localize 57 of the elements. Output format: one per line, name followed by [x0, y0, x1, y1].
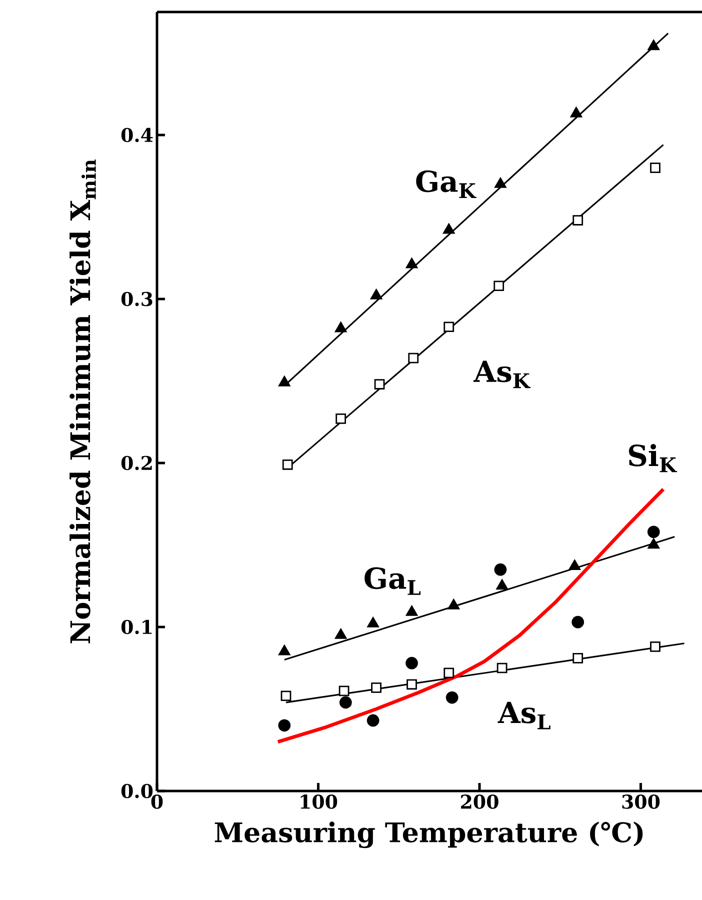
point — [338, 686, 350, 696]
y-tick-label: 0.4 — [121, 128, 153, 142]
point — [278, 376, 290, 386]
point — [494, 280, 504, 292]
point — [446, 691, 458, 704]
point — [406, 258, 418, 268]
point — [442, 223, 455, 234]
series-label: As$_{K}$ — [473, 360, 531, 388]
point — [647, 526, 660, 538]
point — [444, 668, 454, 678]
point — [408, 352, 419, 364]
point — [334, 322, 347, 332]
point — [280, 690, 292, 702]
point — [496, 662, 508, 674]
series-label: Si$_{K}$ — [628, 444, 678, 472]
x-axis-title: Measuring Temperature (℃) — [214, 822, 643, 848]
point — [448, 599, 460, 610]
point — [650, 162, 660, 173]
point — [282, 459, 293, 470]
point — [334, 628, 347, 639]
series-label: As$_{L}$ — [498, 702, 550, 730]
point — [444, 322, 454, 332]
point — [367, 617, 379, 628]
x-tick-label: 100 — [300, 794, 338, 809]
point — [278, 719, 291, 732]
point — [572, 616, 584, 628]
x-tick-label: 0 — [151, 794, 163, 809]
point — [374, 379, 385, 390]
point — [572, 652, 584, 664]
point — [370, 289, 382, 300]
point — [650, 641, 660, 652]
point — [406, 656, 418, 670]
line-series — [276, 487, 666, 744]
point — [371, 682, 382, 693]
series-label: Ga$_{K}$ — [416, 170, 476, 198]
point — [406, 606, 418, 616]
point — [494, 178, 506, 188]
y-tick-label: 0.2 — [121, 456, 152, 470]
point — [496, 579, 508, 590]
point — [366, 714, 380, 727]
y-axis-title: Normalized Minimum Yield X$_{min}$ — [70, 160, 96, 644]
point — [406, 679, 417, 690]
point — [336, 414, 346, 424]
x-tick-label: 200 — [461, 794, 498, 809]
point — [278, 644, 290, 656]
point — [570, 106, 582, 118]
x-tick-label: 300 — [622, 794, 660, 809]
y-tick-label: 0.0 — [121, 784, 153, 798]
point — [648, 40, 660, 50]
point — [648, 538, 660, 549]
point — [339, 696, 352, 709]
y-tick-label: 0.3 — [121, 292, 152, 306]
point — [568, 560, 580, 570]
series-label: Ga$_{L}$ — [364, 567, 421, 595]
point — [494, 563, 507, 576]
y-tick-label: 0.1 — [121, 620, 152, 634]
point — [572, 215, 584, 226]
